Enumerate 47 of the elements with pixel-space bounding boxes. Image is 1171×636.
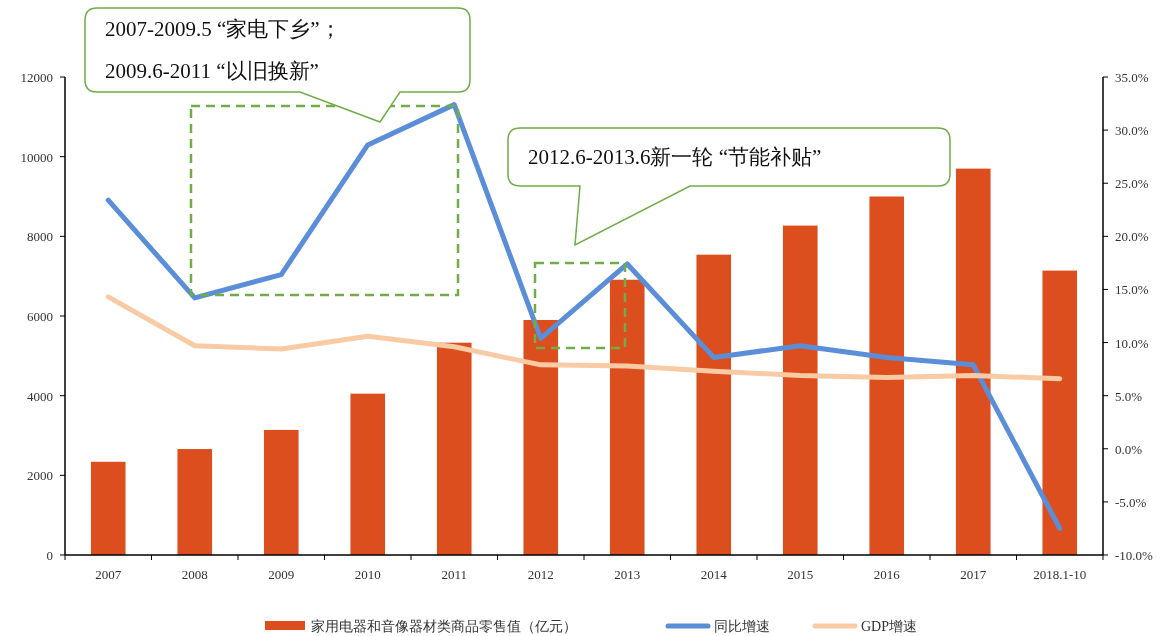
x-tick-label: 2011: [441, 567, 468, 582]
bar: [609, 279, 645, 555]
x-tick-label: 2007: [95, 567, 122, 582]
annotation: 2009.6-2011 “以旧换新”: [105, 59, 319, 83]
x-tick-label: 2008: [181, 567, 208, 582]
x-tick-label: 2010: [354, 567, 381, 582]
y2-tick-label: 30.0%: [1115, 123, 1149, 139]
y-tick-label: 0: [46, 548, 53, 563]
bar: [869, 196, 905, 555]
x-tick-label: 2015: [787, 567, 814, 582]
y2-tick-label: 25.0%: [1115, 176, 1149, 192]
y2-tick-label: -10.0%: [1115, 548, 1154, 563]
y2-tick-label: 20.0%: [1115, 229, 1149, 245]
legend-label: GDP增速: [861, 619, 918, 634]
x-tick-label: 2009: [268, 567, 295, 582]
y-tick-label: 8000: [27, 229, 53, 245]
bar: [696, 254, 732, 555]
bar: [782, 225, 818, 555]
y2-tick-label: 10.0%: [1115, 335, 1149, 351]
bar: [263, 429, 299, 555]
bar: [350, 393, 386, 555]
y-tick-label: 4000: [27, 388, 53, 404]
bar: [1042, 270, 1078, 555]
y-tick-label: 12000: [20, 70, 53, 85]
y-tick-label: 6000: [27, 309, 53, 324]
x-tick-label: 2014: [700, 567, 728, 582]
legend-label: 同比增速: [714, 619, 770, 634]
y-tick-label: 2000: [27, 468, 53, 484]
x-tick-label: 2016: [873, 567, 901, 582]
legend-label: 家用电器和音像器材类商品零售值（亿元）: [311, 619, 577, 634]
annotation: 2012.6-2013.6新一轮 “节能补贴”: [528, 145, 822, 169]
bar: [523, 319, 559, 555]
x-tick-label: 2017: [960, 567, 987, 582]
bar: [436, 342, 472, 555]
x-tick-label: 2013: [614, 567, 641, 582]
y2-tick-label: 0.0%: [1115, 441, 1143, 457]
text: 2007-2009.5 “家电下乡”；: [105, 17, 341, 41]
y2-tick-label: 15.0%: [1115, 282, 1149, 298]
bar: [955, 168, 991, 555]
x-tick-label: 2018.1-10: [1033, 567, 1087, 582]
bar: [177, 449, 213, 555]
bar: [90, 461, 126, 555]
y2-tick-label: 35.0%: [1115, 70, 1149, 85]
y2-tick-label: -5.0%: [1115, 494, 1147, 510]
y-tick-label: 10000: [20, 149, 53, 165]
x-tick-label: 2012: [527, 567, 554, 582]
y2-tick-label: 5.0%: [1115, 388, 1143, 404]
